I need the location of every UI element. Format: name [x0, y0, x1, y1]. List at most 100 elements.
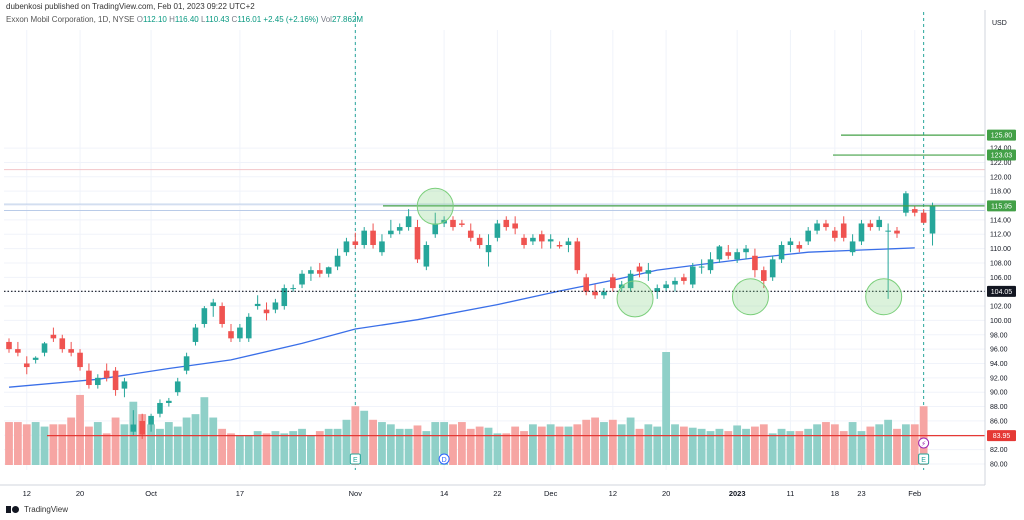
candle-body	[689, 266, 696, 285]
volume-bar	[40, 426, 49, 465]
candle-body	[59, 338, 66, 350]
x-tick-label: 23	[857, 489, 865, 498]
volume-bar	[307, 435, 315, 465]
y-tick-label: 92.00	[990, 375, 1008, 382]
candle	[272, 298, 279, 314]
symbol-legend: Exxon Mobil Corporation, 1D, NYSE O112.1…	[6, 15, 363, 24]
candle	[903, 191, 909, 217]
volume-bar	[49, 424, 58, 465]
candle-body	[636, 266, 643, 272]
candle-body	[130, 424, 137, 432]
candle-body	[201, 308, 208, 324]
y-tick-label: 110.00	[990, 246, 1011, 253]
price-tag: 115.95	[987, 200, 1016, 212]
candle	[610, 273, 616, 292]
candle-body	[263, 309, 270, 314]
volume-bar	[209, 417, 218, 465]
candle	[689, 262, 696, 289]
volume-bar	[378, 422, 386, 465]
footer: TradingView	[6, 505, 68, 514]
candle-body	[547, 239, 554, 242]
candle	[405, 209, 412, 231]
candle	[432, 212, 439, 238]
candle	[6, 338, 12, 353]
volume-bar	[901, 424, 910, 465]
annotation-circles[interactable]	[416, 187, 903, 318]
candle-body	[308, 270, 314, 274]
candle-body	[103, 370, 110, 378]
candle	[15, 341, 21, 357]
volume-bar	[271, 431, 280, 465]
candle-body	[166, 400, 172, 403]
x-tick-label: 20	[76, 489, 84, 498]
candle	[370, 223, 376, 249]
candle	[725, 245, 732, 260]
candle	[849, 234, 856, 256]
candle-body	[112, 370, 119, 391]
volume-bar	[822, 422, 830, 465]
volume-bar	[431, 422, 440, 465]
candle-body	[183, 356, 190, 371]
candle	[636, 262, 643, 278]
close-label: C	[231, 15, 238, 24]
candle	[95, 374, 101, 389]
volume-bar	[795, 431, 804, 465]
x-tick-label: Feb	[908, 489, 921, 498]
volume-bar	[493, 433, 502, 465]
candle-body	[41, 343, 48, 353]
volume-bar	[182, 417, 191, 465]
x-tick-label: 2023	[729, 489, 746, 498]
symbol-name[interactable]: Exxon Mobil Corporation, 1D, NYSE	[6, 15, 135, 24]
event-marker-label: E	[921, 457, 926, 464]
support-tag: 104.05	[987, 285, 1016, 297]
candle-body	[929, 205, 936, 234]
candle	[778, 241, 785, 263]
candle-body	[876, 219, 883, 228]
candle	[219, 302, 225, 328]
candle-body	[832, 230, 838, 238]
volume-bar	[804, 428, 813, 465]
candle	[308, 266, 314, 281]
candle-body	[361, 230, 367, 246]
volume-bar	[520, 431, 528, 465]
candle-body	[299, 273, 305, 285]
volume-bar	[875, 424, 884, 465]
candle	[867, 219, 874, 231]
volume-bar	[884, 419, 893, 465]
candle	[467, 223, 474, 242]
volume-bar	[813, 424, 821, 465]
candle-body	[148, 415, 154, 425]
volume-bar	[617, 424, 626, 465]
y-tick-label: 94.00	[990, 361, 1008, 368]
volume-bar	[67, 417, 76, 465]
candle-body	[805, 230, 811, 242]
candle-body	[157, 402, 163, 414]
candle-body	[592, 291, 598, 296]
event-marker-label: E	[353, 457, 358, 464]
volume-bar	[830, 424, 839, 465]
y-tick-label: 90.00	[990, 390, 1008, 397]
volume-bar	[848, 422, 857, 465]
candle	[41, 341, 48, 357]
candle-body	[672, 280, 678, 285]
candle	[539, 230, 545, 249]
y-tick-label: 114.00	[990, 217, 1011, 224]
volume-bar	[227, 433, 235, 465]
event-markers[interactable]: E D E ⚡	[349, 437, 930, 465]
moving-average-line	[8, 247, 915, 388]
price-tag: 125.80	[987, 129, 1016, 141]
annotation-circle	[731, 278, 769, 316]
volume-bar	[218, 428, 227, 465]
volume-bar	[502, 433, 511, 465]
level-lines[interactable]	[4, 134, 985, 437]
volume-bar	[156, 428, 164, 465]
candle-body	[743, 248, 749, 253]
candle	[450, 216, 456, 231]
candle	[716, 245, 723, 263]
y-tick-label: 106.00	[990, 275, 1012, 282]
volume-bar	[857, 431, 866, 465]
volume-bar	[324, 428, 333, 465]
volume-bar	[111, 417, 120, 465]
candle	[485, 234, 492, 267]
